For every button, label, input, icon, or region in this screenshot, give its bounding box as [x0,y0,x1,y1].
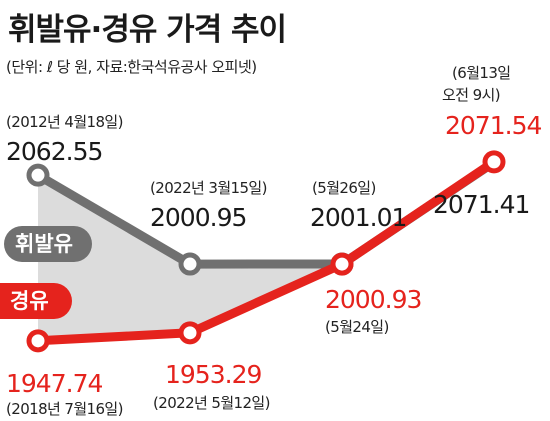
gas-value-0: 2062.55 [6,137,102,166]
diesel-point-1 [178,321,202,345]
diesel-point-2 [330,252,354,276]
gas-date-1: (2022년 3월15일) [150,179,267,197]
diesel-date-1: (2022년 5월12일) [153,394,270,412]
gasoline-label: 휘발유 [15,232,73,256]
diesel-date-3b: 오전 9시) [442,86,500,104]
diesel-line [33,157,499,346]
chart-title: 휘발유·경유 가격 추이 [8,12,286,48]
diesel-date-0: (2018년 7월16일) [6,400,123,418]
gas-value-2: 2001.01 [310,203,406,232]
diesel-point-3 [482,150,506,174]
gasoline-labels: (2012년 4월18일) 2062.55 (2022년 3월15일) 2000… [6,113,530,232]
gas-value-1: 2000.95 [150,203,246,232]
diesel-label: 경유 [10,289,49,313]
gasoline-legend: 휘발유 [4,226,92,262]
gas-date-2: (5월26일) [312,179,376,197]
diesel-date-3a: (6월13일 [452,64,510,82]
gasoline-point-1 [178,252,202,276]
diesel-legend: 경유 [0,283,72,319]
diesel-point-0 [26,329,50,353]
gas-value-3: 2071.41 [433,190,529,219]
chart-source: (단위: ℓ 당 원, 자료:한국석유공사 오피넷) [6,58,257,76]
gap-area [38,161,494,341]
gasoline-point-0 [26,163,50,187]
diesel-labels: (6월13일 오전 9시) 2071.54 2000.93 (5월24일) 19… [6,64,542,418]
diesel-value-0: 1947.74 [6,369,102,398]
markers [26,150,506,353]
diesel-value-3: 2071.54 [445,111,541,140]
gas-date-0: (2012년 4월18일) [6,113,123,131]
diesel-value-2: 2000.93 [325,285,421,314]
diesel-value-1: 1953.29 [165,360,261,389]
diesel-date-2: (5월24일) [325,318,389,336]
